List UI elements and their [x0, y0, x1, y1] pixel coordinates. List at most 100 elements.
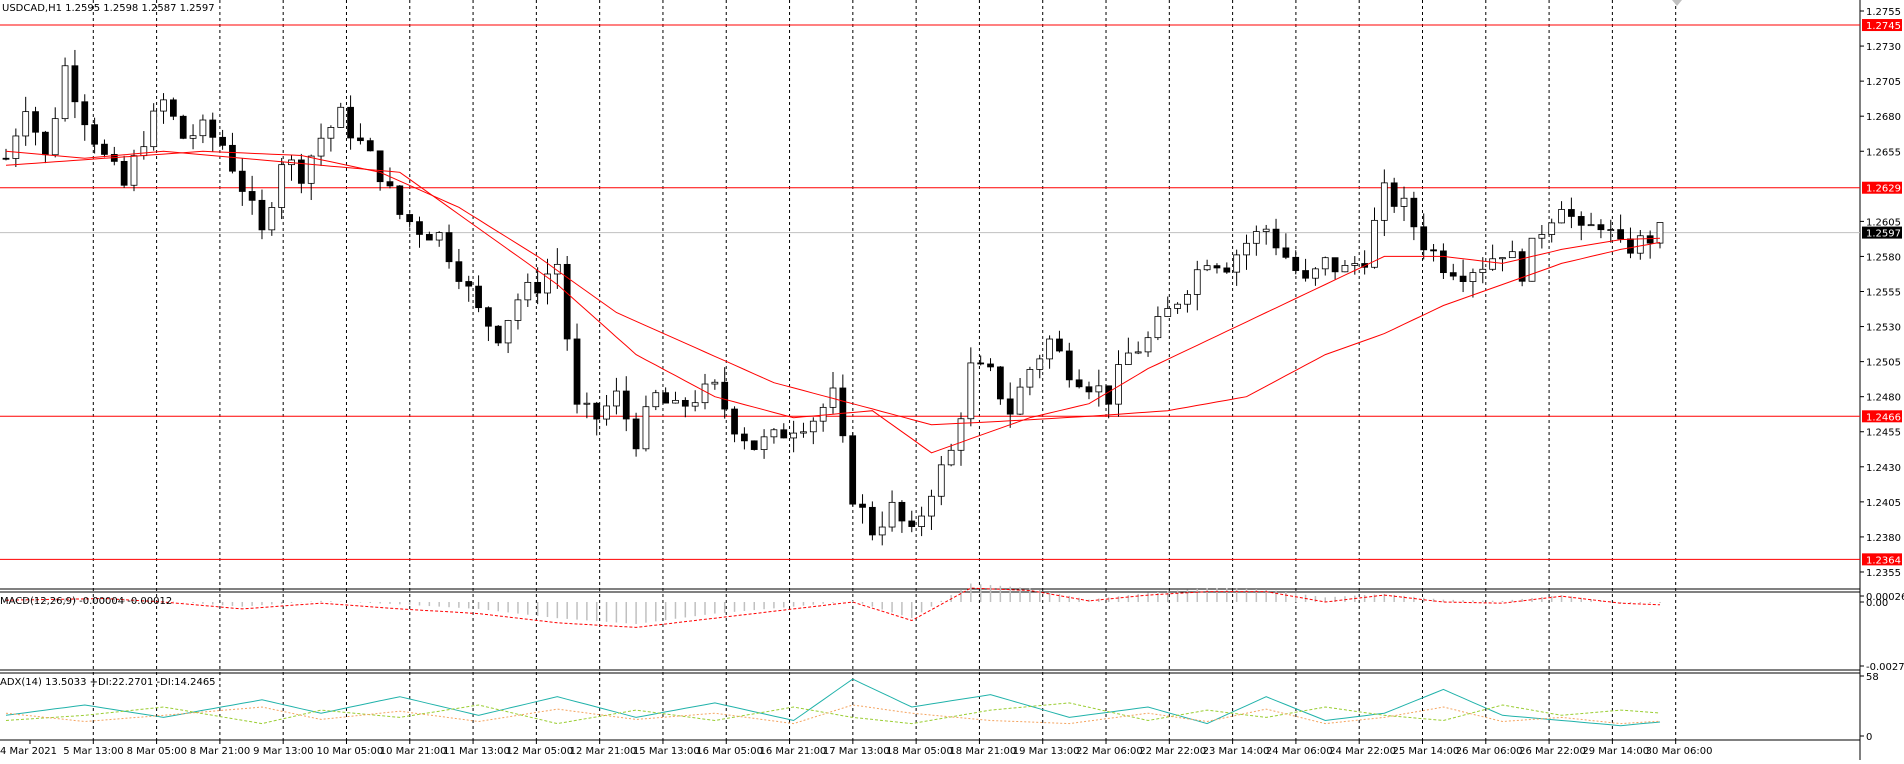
candle-body	[386, 181, 394, 187]
macd-title: MACD(12,26,9) -0.00004 -0.00012	[0, 596, 172, 607]
x-tick-label: 5 Mar 13:00	[63, 746, 123, 757]
candle-body	[357, 137, 364, 142]
macd-y-tick-label: 0.00	[1866, 598, 1888, 609]
x-tick-label: 23 Mar 14:00	[1203, 746, 1270, 757]
candle-body	[928, 495, 935, 517]
y-tick-label: 1.2755	[1866, 7, 1901, 18]
y-tick-label: 1.2555	[1866, 287, 1901, 298]
y-tick-label: 1.2355	[1866, 568, 1901, 579]
candle-body	[760, 436, 768, 450]
macd-signal-line	[5, 587, 1661, 628]
candle-body	[258, 199, 266, 231]
x-tick-label: 24 Mar 22:00	[1329, 746, 1396, 757]
candle-body	[780, 429, 788, 439]
candle-body	[1341, 265, 1349, 273]
candle-body	[544, 273, 551, 294]
candle-body	[809, 420, 817, 433]
candle-body	[1469, 272, 1477, 282]
time-axis: 4 Mar 2021 5 Mar 13:00 8 Mar 05:00 8 Mar 21…	[0, 740, 1712, 757]
y-tick-label: 1.2455	[1866, 428, 1901, 439]
candle-body	[376, 150, 384, 183]
x-tick-label: 12 Mar 05:00	[506, 746, 573, 757]
candle-body	[672, 399, 679, 404]
candle-body	[327, 127, 335, 139]
candle-body	[1115, 364, 1122, 405]
y-tick-label: 1.2430	[1866, 463, 1901, 474]
candle-body	[1636, 235, 1644, 254]
candle-body	[593, 402, 601, 420]
candle-body	[1597, 224, 1605, 231]
candle-body	[1380, 182, 1388, 221]
x-tick-label: 18 Mar 21:00	[949, 746, 1016, 757]
candle-body	[248, 191, 256, 201]
level-label: 1.2364	[1866, 555, 1901, 566]
candle-body	[1646, 235, 1654, 244]
x-tick-label: 16 Mar 05:00	[696, 746, 763, 757]
candle-body	[297, 159, 305, 184]
horizontal-levels[interactable]: 1.2745 1.2629 1.2466 1.2364	[0, 19, 1902, 566]
x-tick-label: 4 Mar 2021	[0, 746, 57, 757]
candle-body	[1252, 231, 1260, 244]
candle-body	[81, 101, 89, 126]
y-tick-label: 1.2380	[1866, 533, 1901, 544]
x-tick-label: 18 Mar 05:00	[886, 746, 953, 757]
shift-marker-icon[interactable]	[1672, 0, 1682, 6]
adx-line-2	[5, 704, 1661, 725]
candle-body	[1568, 209, 1575, 217]
candle-body	[1518, 251, 1526, 282]
candle-body	[51, 118, 59, 156]
candle-body	[22, 111, 30, 137]
candle-body	[681, 399, 689, 407]
candle-body	[209, 119, 217, 138]
candle-body	[1656, 222, 1664, 244]
candle-body	[1312, 268, 1319, 279]
candle-body	[977, 362, 985, 365]
candle-body	[603, 405, 610, 420]
level-label-bg	[1862, 553, 1902, 566]
y-tick-label: 1.2405	[1866, 498, 1901, 509]
candle-body	[741, 433, 748, 442]
candle-body	[2, 157, 10, 160]
candle-body	[583, 402, 591, 405]
candle-body	[1056, 338, 1063, 352]
candle-body	[947, 449, 955, 466]
candle-body	[91, 124, 98, 145]
y-tick-label: 1.2580	[1866, 252, 1901, 263]
candle-body	[1262, 228, 1270, 232]
candle-body	[1233, 254, 1241, 273]
y-tick-label: 1.2730	[1866, 42, 1901, 53]
candle-body	[504, 320, 512, 344]
current-price-label: 1.2597	[1866, 229, 1901, 240]
candle-body	[101, 143, 108, 155]
chart-header-label: USDCAD,H1 1.2595 1.2598 1.2587 1.2597	[2, 3, 215, 14]
candle-body	[494, 325, 502, 344]
candle-body	[1420, 226, 1428, 251]
candle-body	[1321, 257, 1329, 270]
macd-panel	[5, 583, 1661, 628]
candle-body	[160, 99, 167, 112]
adx-title: ADX(14) 13.5033 +DI:22.2701 -DI:14.2465	[0, 677, 216, 688]
candle-body	[1371, 219, 1378, 268]
x-tick-label: 24 Mar 06:00	[1266, 746, 1333, 757]
candle-body	[366, 140, 374, 152]
candle-body	[485, 307, 492, 327]
adx-line-1	[5, 702, 1661, 725]
candle-body	[888, 501, 896, 528]
candle-body	[1449, 272, 1457, 277]
y-tick-label: 1.2505	[1866, 358, 1901, 369]
x-tick-label: 19 Mar 13:00	[1013, 746, 1080, 757]
candle-body	[1459, 275, 1467, 282]
candle-body	[1617, 229, 1624, 240]
candle-body	[573, 338, 581, 405]
macd-y-tick-label: 0.00026	[1866, 592, 1904, 603]
y-tick-label: 1.2530	[1866, 323, 1901, 334]
candle-body	[1006, 398, 1014, 415]
candle-body	[1026, 369, 1034, 388]
candle-body	[1095, 385, 1103, 393]
candle-body	[849, 435, 857, 505]
y-tick-label: 1.2655	[1866, 147, 1901, 158]
candle-body	[229, 144, 236, 172]
candle-body	[524, 281, 532, 301]
